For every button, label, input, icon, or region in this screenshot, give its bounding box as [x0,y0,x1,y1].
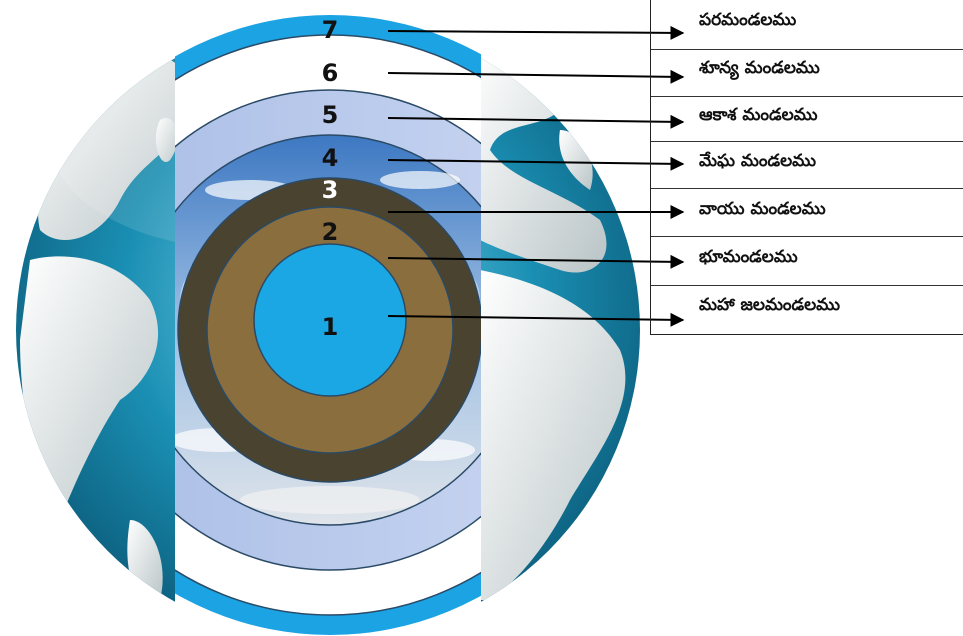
layer-label-4: మేఘ మండలము [699,151,816,171]
layer-number-6: 6 [322,59,339,87]
layer-label-7: పరమండలము [699,10,797,30]
label-row-divider [651,141,963,142]
arrow-7 [387,25,685,40]
label-row-divider [651,96,963,97]
layer-label-6: శూన్య మండలము [699,58,820,78]
layer-label-3: వాయు మండలము [699,199,826,219]
layer-number-4: 4 [322,144,339,172]
label-row-divider [651,285,963,286]
layer-1-core [253,243,407,397]
label-row-divider [651,236,963,237]
arrow-6 [387,69,685,84]
layer-number-3: 3 [322,176,339,204]
layer-labels-table: పరమండలము శూన్య మండలము ఆకాశ మండలము మేఘ మం… [650,0,963,335]
layer-number-1: 1 [322,313,339,341]
label-row-divider [651,188,963,189]
layer-number-2: 2 [322,218,339,246]
layer-number-7: 7 [322,16,339,44]
globe-continents [20,40,626,602]
layer-strip [175,0,481,636]
arrow-5 [387,114,685,129]
arrow-4 [387,156,685,171]
arrow-2 [387,254,685,269]
layer-label-1: మహా జలమండలము [699,295,841,315]
label-row-divider [651,49,963,50]
pointer-arrows [387,25,685,327]
layer-number-5: 5 [322,101,339,129]
layer-label-2: భూమండలము [699,247,798,267]
arrow-1 [387,312,685,327]
layer-label-5: ఆకాశ మండలము [699,105,818,125]
